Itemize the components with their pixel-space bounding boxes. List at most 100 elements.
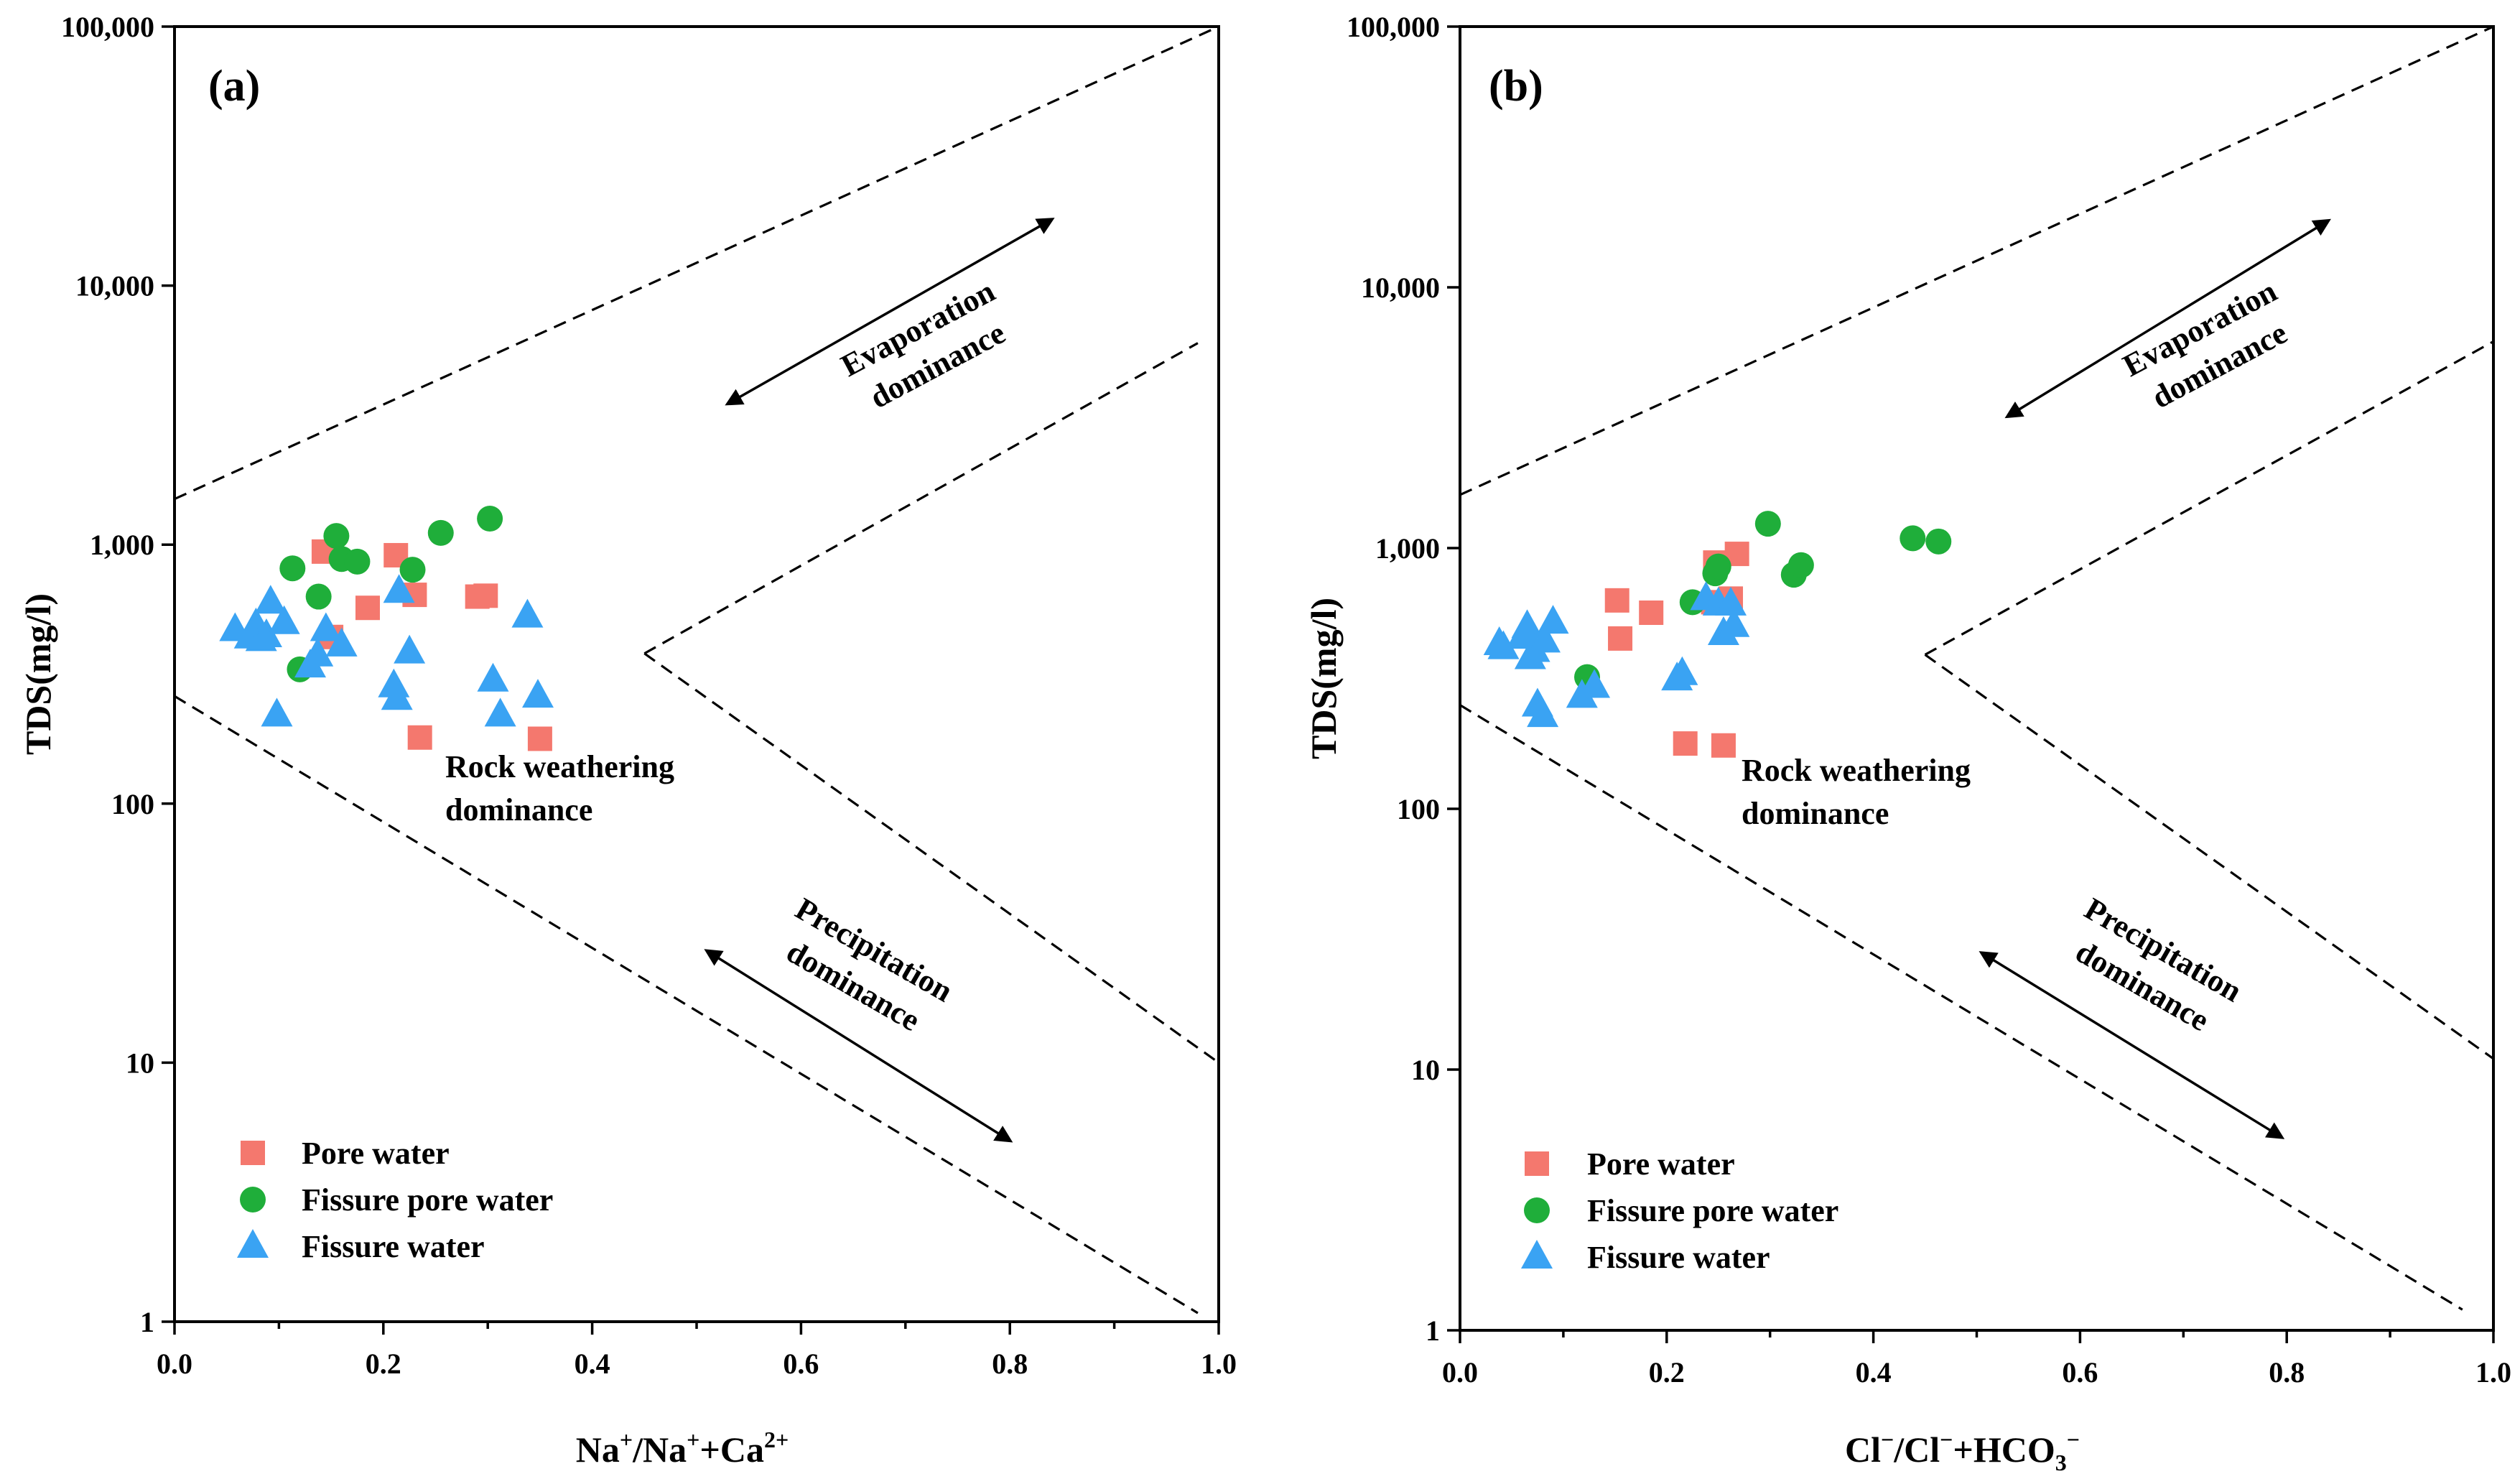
y-tick-label: 10,000 <box>75 270 154 302</box>
data-point <box>511 598 544 628</box>
legend-entry: Fissure pore water <box>302 1182 553 1218</box>
y-tick-label: 1 <box>140 1306 154 1338</box>
x-axis-title: Na+​/Na+​+Ca2+​ <box>576 1427 789 1470</box>
y-tick-label: 10 <box>1411 1054 1440 1086</box>
evaporation-arrow <box>725 218 1055 406</box>
data-point <box>1639 601 1664 626</box>
boundary-inner <box>1924 340 2493 656</box>
x-tick-label: 0.4 <box>1856 1356 1892 1388</box>
legend-entry: Pore water <box>1587 1146 1735 1182</box>
data-point <box>1787 552 1814 578</box>
y-tick-label: 10,000 <box>1361 272 1440 304</box>
legend-entry: Fissure water <box>1587 1240 1770 1275</box>
data-point <box>250 618 282 648</box>
data-point <box>1579 669 1611 698</box>
x-tick-label: 0.2 <box>1649 1356 1685 1388</box>
legend: Pore water Fissure pore water Fissure wate… <box>1521 1146 1838 1275</box>
rock-weathering-label-line2: dominance <box>1742 796 1889 831</box>
x-tick-label: 0.6 <box>783 1348 819 1380</box>
data-point <box>1608 626 1633 651</box>
data-point <box>261 697 293 727</box>
data-point <box>268 605 300 634</box>
legend-entry: Fissure pore water <box>1587 1193 1838 1228</box>
y-tick-label: 1,000 <box>1375 532 1440 565</box>
data-point <box>527 726 552 751</box>
y-axis-title: TDS(mg/l) <box>1303 598 1344 759</box>
data-point <box>1925 528 1952 555</box>
data-point <box>355 595 380 621</box>
data-point <box>399 557 426 583</box>
boundary-lower <box>175 695 1199 1315</box>
legend-marker <box>1524 1197 1550 1223</box>
data-point <box>1718 608 1750 637</box>
boundary-inner_lower <box>1924 654 2493 1060</box>
data-point <box>383 574 415 603</box>
data-point <box>1705 553 1731 580</box>
data-point <box>1673 731 1698 756</box>
data-point <box>407 725 432 750</box>
legend-marker <box>241 1141 265 1165</box>
series-fissure-water <box>1483 581 1750 728</box>
data-point <box>477 506 503 532</box>
y-tick-label: 100,000 <box>61 11 154 43</box>
x-tick-label: 1.0 <box>1201 1348 1237 1380</box>
panel-label: (a) <box>208 62 260 111</box>
precipitation-arrow <box>704 949 1013 1143</box>
x-tick-label: 0.8 <box>2269 1356 2305 1388</box>
data-point <box>521 679 554 708</box>
x-tick-label: 0.6 <box>2062 1356 2098 1388</box>
boundary-lower <box>1460 704 2463 1311</box>
legend: Pore water Fissure pore water Fissure wate… <box>237 1136 553 1264</box>
y-axis-title: TDS(mg/l) <box>18 593 58 755</box>
data-point <box>310 612 342 641</box>
boundary-inner_lower <box>643 652 1219 1064</box>
x-tick-label: 0.4 <box>575 1348 610 1380</box>
y-tick-label: 100 <box>1397 793 1440 825</box>
evaporation-arrow <box>2004 218 2331 419</box>
panel-label: (b) <box>1489 62 1543 111</box>
data-point <box>1754 511 1781 537</box>
y-tick-label: 100 <box>111 788 154 820</box>
legend-entry: Pore water <box>302 1136 450 1171</box>
x-tick-label: 1.0 <box>2475 1356 2511 1388</box>
x-tick-label: 0.2 <box>366 1348 401 1380</box>
rock-weathering-label-line1: Rock weathering <box>1742 753 1971 788</box>
series-fissure-water <box>219 574 554 727</box>
data-point <box>394 634 426 664</box>
data-point <box>344 548 371 575</box>
data-point <box>1537 605 1569 634</box>
data-point <box>1527 698 1559 728</box>
legend-marker <box>240 1187 266 1213</box>
data-point <box>381 681 413 710</box>
legend-marker <box>1521 1240 1553 1269</box>
x-tick-label: 0.8 <box>992 1348 1028 1380</box>
y-tick-label: 1,000 <box>90 529 154 561</box>
data-point <box>1900 525 1926 552</box>
data-point <box>1715 586 1747 616</box>
boundary-upper <box>1460 27 2493 496</box>
data-point <box>305 583 332 610</box>
data-point <box>323 523 350 550</box>
precipitation-arrow <box>1979 951 2285 1139</box>
x-tick-label: 0.0 <box>1442 1356 1478 1388</box>
x-axis-title: Cl−​/Cl−​+HCO3​−​ <box>1845 1427 2080 1475</box>
data-point <box>477 662 509 692</box>
data-point <box>473 583 498 608</box>
legend-marker <box>237 1229 269 1258</box>
x-tick-label: 0.0 <box>157 1348 192 1380</box>
data-point <box>254 585 287 614</box>
legend-marker <box>1525 1151 1549 1176</box>
rock-weathering-label-line1: Rock weathering <box>445 749 674 784</box>
data-point <box>279 555 306 582</box>
y-tick-label: 100,000 <box>1347 11 1440 43</box>
y-tick-label: 10 <box>126 1047 154 1079</box>
boundary-inner <box>643 342 1199 655</box>
y-tick-label: 1 <box>1426 1315 1440 1347</box>
data-point <box>1604 588 1629 613</box>
boundary-upper <box>175 27 1219 501</box>
data-point <box>1666 656 1698 685</box>
data-point <box>1528 623 1561 653</box>
legend-entry: Fissure water <box>302 1229 485 1264</box>
data-point <box>427 519 454 546</box>
